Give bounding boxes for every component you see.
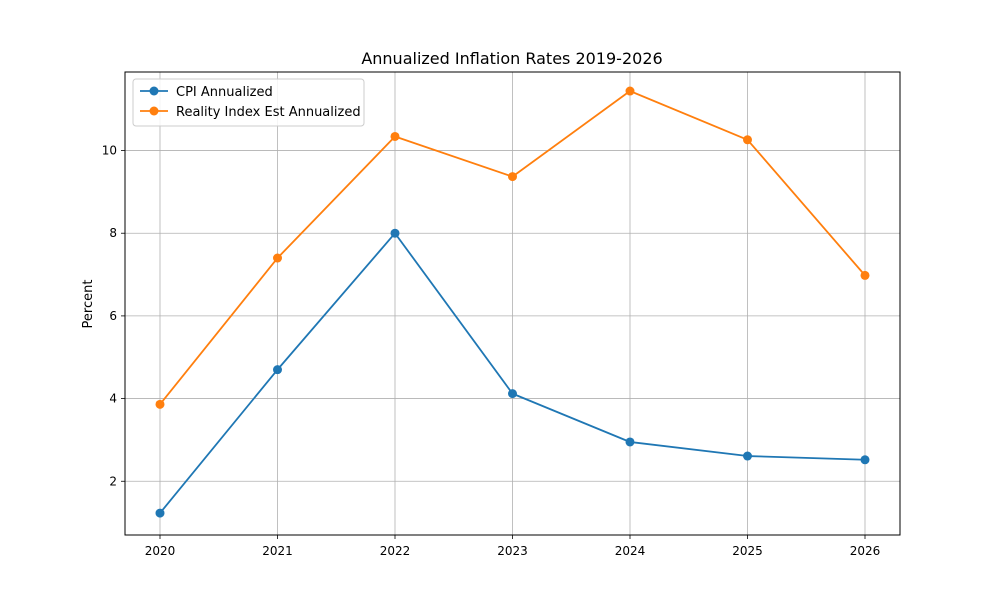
legend-entry: Reality Index Est Annualized bbox=[140, 105, 361, 120]
x-tick-label: 2025 bbox=[732, 544, 763, 558]
data-point bbox=[625, 86, 635, 96]
data-point bbox=[508, 172, 517, 182]
data-point bbox=[390, 228, 400, 238]
legend-label: Reality Index Est Annualized bbox=[176, 105, 361, 120]
data-point bbox=[273, 365, 282, 375]
x-tick-label: 2023 bbox=[497, 544, 528, 558]
legend-marker bbox=[149, 106, 159, 116]
y-tick-label: 10 bbox=[102, 144, 117, 158]
data-point bbox=[860, 455, 870, 465]
series-1 bbox=[155, 228, 870, 518]
data-point bbox=[273, 253, 282, 263]
data-point bbox=[390, 131, 400, 141]
y-axis-label: Percent bbox=[81, 280, 96, 329]
data-point bbox=[155, 399, 165, 409]
chart-legend: CPI Annualized Reality Index Est Annualiz… bbox=[132, 78, 365, 127]
legend-entry: CPI Annualized bbox=[140, 85, 273, 100]
y-tick-label: 6 bbox=[109, 309, 117, 323]
y-tick-label: 2 bbox=[109, 474, 117, 488]
y-tick-label: 8 bbox=[109, 226, 117, 240]
x-tick-label: 2021 bbox=[262, 544, 293, 558]
chart-title: Annualized Inflation Rates 2019-2026 bbox=[361, 49, 662, 68]
x-tick-label: 2026 bbox=[850, 544, 881, 558]
data-point bbox=[860, 270, 870, 280]
x-tick-label: 2024 bbox=[615, 544, 646, 558]
x-axis-ticks: 2020 2021 2022 2023 2024 2025 2026 bbox=[145, 535, 881, 558]
data-point bbox=[743, 451, 752, 461]
data-point bbox=[743, 135, 752, 145]
data-point bbox=[625, 437, 635, 447]
data-point bbox=[155, 508, 165, 518]
legend-box bbox=[132, 78, 365, 127]
legend-label: CPI Annualized bbox=[176, 85, 273, 100]
x-tick-label: 2020 bbox=[145, 544, 176, 558]
series-2 bbox=[155, 86, 870, 409]
y-tick-label: 4 bbox=[109, 392, 117, 406]
data-point bbox=[508, 389, 517, 399]
series-group bbox=[155, 86, 870, 518]
legend-marker bbox=[149, 86, 159, 96]
grid-lines bbox=[125, 72, 900, 535]
y-axis-ticks: 2 4 6 8 10 bbox=[102, 144, 125, 488]
x-tick-label: 2022 bbox=[380, 544, 411, 558]
